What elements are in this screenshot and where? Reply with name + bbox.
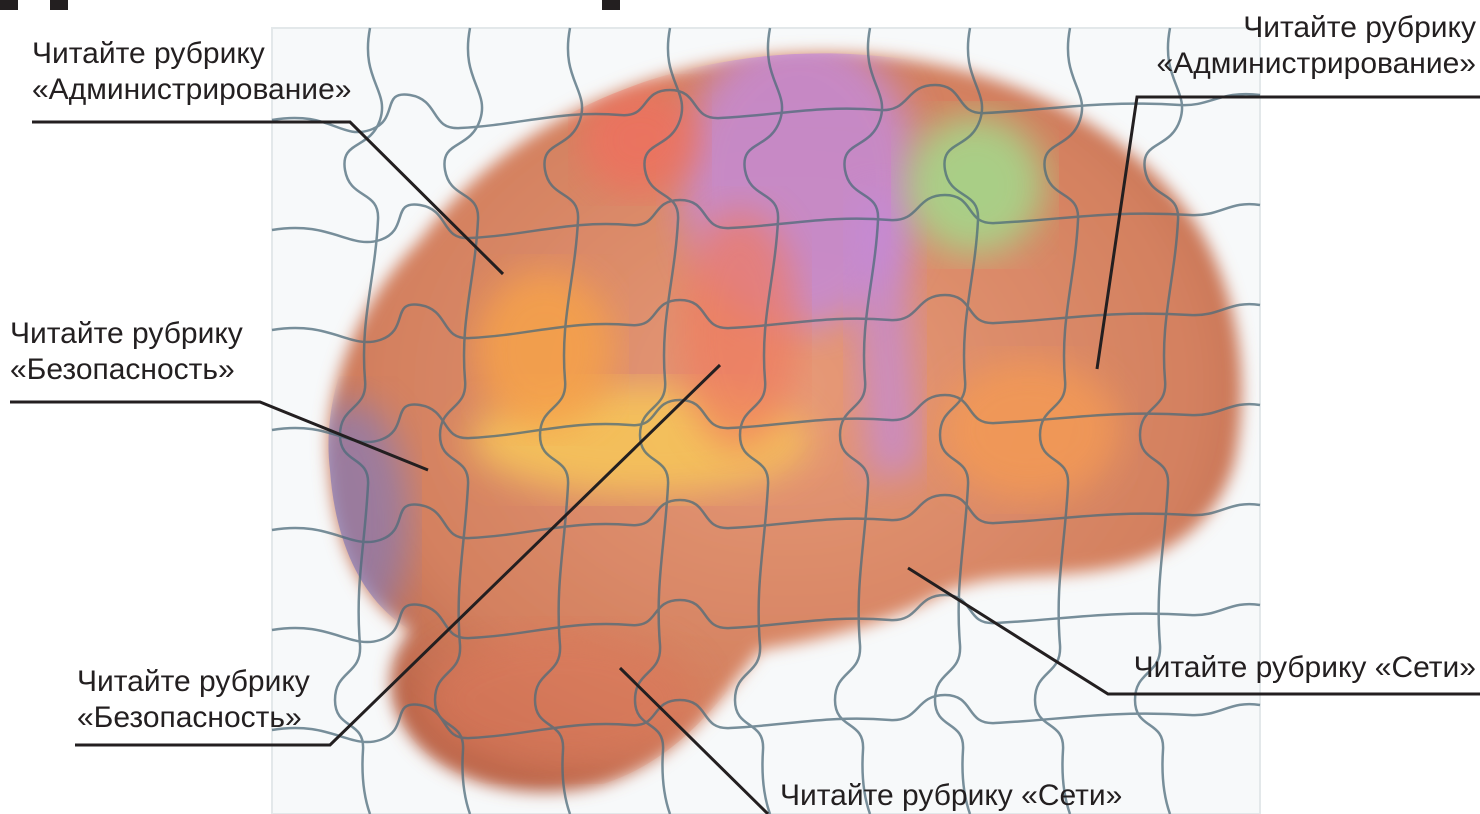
- callout-networks-right-line1: Читайте рубрику «Сети»: [1133, 651, 1476, 684]
- callout-security-bottom-line2: «Безопасность»: [77, 701, 302, 734]
- callout-networks-bottom: Читайте рубрику «Сети»: [780, 778, 1122, 814]
- region-orange-right: [940, 360, 1120, 500]
- callout-admin-left-line2: «Администрирование»: [32, 73, 352, 106]
- leader-line-admin-left: [32, 120, 505, 276]
- region-blue: [328, 400, 410, 640]
- callout-security-left-line1: Читайте рубрику: [10, 317, 243, 350]
- region-lower: [420, 630, 700, 770]
- callout-admin-left: Читайте рубрику «Администрирование»: [32, 36, 351, 108]
- callout-security-left: Читайте рубрику «Безопасность»: [10, 316, 243, 388]
- leader-line-admin-right: [1095, 95, 1480, 370]
- cropped-heading-fragments: [0, 0, 620, 10]
- callout-networks-bottom-line1: Читайте рубрику «Сети»: [780, 779, 1123, 812]
- region-green: [905, 115, 1045, 255]
- callout-admin-left-line1: Читайте рубрику: [32, 37, 265, 70]
- region-orange-left: [475, 270, 615, 430]
- callout-security-left-line2: «Безопасность»: [10, 353, 235, 386]
- leader-line-networks-bottom: [618, 666, 770, 814]
- leader-lines: [10, 95, 1480, 814]
- leader-line-security-bottom: [75, 363, 722, 747]
- region-red-center: [680, 210, 800, 450]
- callout-security-bottom-line1: Читайте рубрику: [77, 665, 310, 698]
- region-red-top: [580, 85, 700, 195]
- leader-line-security-left: [10, 400, 429, 472]
- region-purple-strip: [850, 190, 920, 480]
- callout-networks-right: Читайте рубрику «Сети»: [1134, 650, 1476, 686]
- leader-line-networks-right: [907, 566, 1480, 696]
- callout-admin-right-line1: Читайте рубрику: [1243, 11, 1476, 44]
- callout-security-bottom: Читайте рубрику «Безопасность»: [77, 664, 310, 736]
- callout-admin-right: Читайте рубрику «Администрирование»: [1157, 10, 1476, 82]
- callout-admin-right-line2: «Администрирование»: [1156, 47, 1476, 80]
